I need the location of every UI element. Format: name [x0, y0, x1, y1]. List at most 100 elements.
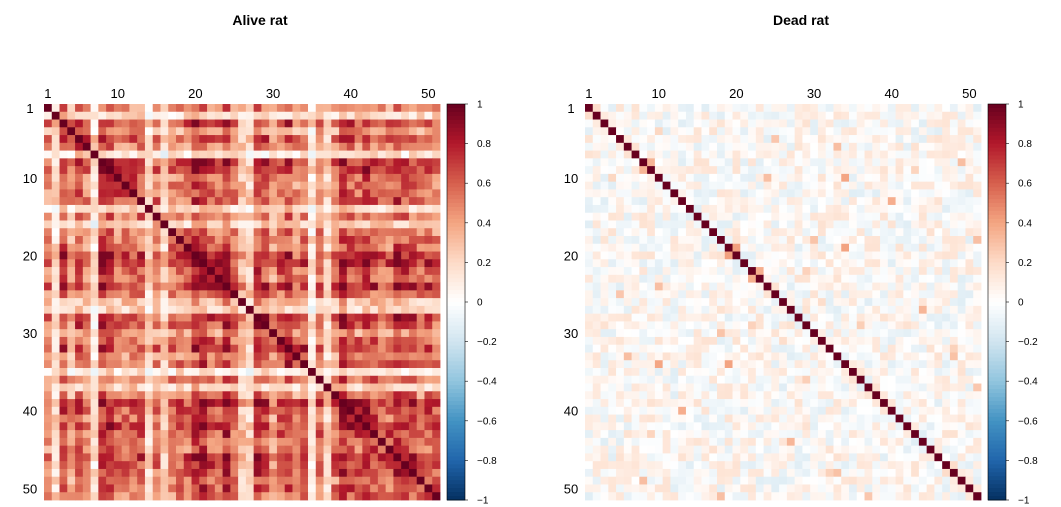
heatmap-cell	[408, 414, 418, 423]
heatmap-cell	[856, 313, 865, 322]
heatmap-cell	[346, 437, 355, 447]
heatmap-cell	[794, 375, 803, 384]
heatmap-cell	[416, 399, 425, 408]
heatmap-cell	[880, 352, 889, 361]
heatmap-cell	[685, 243, 695, 252]
heatmap-cell	[779, 135, 788, 144]
heatmap-cell	[284, 119, 293, 128]
heatmap-cell	[592, 204, 601, 214]
heatmap-cell	[670, 228, 679, 237]
heatmap-cell	[432, 212, 441, 221]
heatmap-cell	[416, 158, 425, 167]
heatmap-cell	[377, 352, 387, 361]
heatmap-cell	[59, 336, 68, 346]
heatmap-cell	[623, 220, 632, 229]
heatmap-cell	[786, 414, 796, 423]
heatmap-cell	[160, 181, 169, 190]
heatmap-cell	[121, 336, 130, 346]
colorbar-segment	[447, 206, 465, 212]
heatmap-cell	[779, 274, 788, 283]
heatmap-cell	[199, 492, 208, 501]
heatmap-cell	[59, 305, 68, 315]
heatmap-cell	[292, 445, 301, 454]
heatmap-cell	[214, 414, 223, 423]
heatmap-cell	[144, 375, 154, 384]
heatmap-cell	[748, 422, 757, 431]
heatmap-cell	[631, 360, 640, 369]
heatmap-cell	[918, 119, 928, 128]
heatmap-cell	[833, 135, 842, 144]
heatmap-cell	[755, 189, 764, 198]
heatmap-cell	[214, 406, 223, 415]
heatmap-cell	[616, 282, 625, 291]
heatmap-cell	[253, 150, 262, 159]
heatmap-cell	[160, 290, 169, 299]
heatmap-cell	[401, 158, 410, 167]
heatmap-cell	[113, 305, 123, 315]
heatmap-cell	[222, 352, 231, 361]
heatmap-cell	[911, 368, 920, 377]
heatmap-cell	[59, 173, 68, 183]
heatmap-cell	[918, 104, 928, 113]
heatmap-cell	[880, 336, 889, 346]
heatmap-cell	[903, 228, 912, 237]
heatmap-cell	[942, 399, 951, 408]
heatmap-cell	[354, 468, 363, 478]
heatmap-cell	[98, 492, 107, 501]
heatmap-cell	[137, 173, 146, 183]
heatmap-cell	[238, 476, 247, 485]
heatmap-cell	[678, 166, 687, 175]
colorbar-segment	[447, 151, 465, 156]
heatmap-cell	[732, 383, 741, 392]
heatmap-cell	[416, 274, 425, 283]
heatmap-cell	[113, 267, 123, 276]
heatmap-cell	[168, 212, 177, 221]
heatmap-cell	[121, 282, 130, 291]
heatmap-cell	[315, 305, 324, 315]
heatmap-cell	[802, 298, 811, 307]
heatmap-cell	[654, 204, 664, 214]
heatmap-cell	[82, 127, 91, 136]
heatmap-cell	[926, 368, 935, 377]
heatmap-cell	[802, 111, 811, 120]
heatmap-cell	[44, 406, 53, 415]
heatmap-cell	[207, 383, 216, 392]
heatmap-cell	[895, 437, 904, 447]
heatmap-cell	[802, 368, 811, 377]
heatmap-cell	[67, 484, 76, 493]
heatmap-cell	[918, 360, 928, 369]
heatmap-cell	[82, 259, 91, 268]
heatmap-cell	[370, 111, 379, 120]
heatmap-cell	[654, 181, 664, 190]
heatmap-cell	[67, 321, 76, 330]
heatmap-cell	[90, 484, 99, 493]
heatmap-cell	[849, 437, 858, 447]
heatmap-cell	[269, 111, 278, 120]
heatmap-cell	[82, 251, 91, 260]
heatmap-cell	[872, 282, 881, 291]
heatmap-cell	[137, 197, 146, 206]
heatmap-cell	[346, 406, 355, 415]
heatmap-cell	[740, 375, 749, 384]
heatmap-cell	[121, 251, 130, 260]
heatmap-cell	[701, 104, 710, 113]
heatmap-cell	[678, 391, 687, 400]
heatmap-cell	[362, 158, 371, 167]
heatmap-cell	[346, 251, 355, 260]
heatmap-cell	[693, 313, 702, 322]
heatmap-cell	[926, 305, 935, 315]
heatmap-cell	[44, 329, 53, 338]
heatmap-cell	[872, 298, 881, 307]
heatmap-cell	[385, 204, 394, 214]
heatmap-cell	[810, 142, 819, 151]
heatmap-cell	[856, 173, 865, 183]
heatmap-cell	[786, 282, 796, 291]
heatmap-cell	[284, 375, 293, 384]
heatmap-cell	[230, 336, 239, 346]
heatmap-cell	[763, 437, 772, 447]
heatmap-cell	[755, 399, 764, 408]
heatmap-cell	[238, 181, 247, 190]
heatmap-cell	[763, 251, 772, 260]
heatmap-cell	[284, 336, 293, 346]
heatmap-cell	[137, 181, 146, 190]
